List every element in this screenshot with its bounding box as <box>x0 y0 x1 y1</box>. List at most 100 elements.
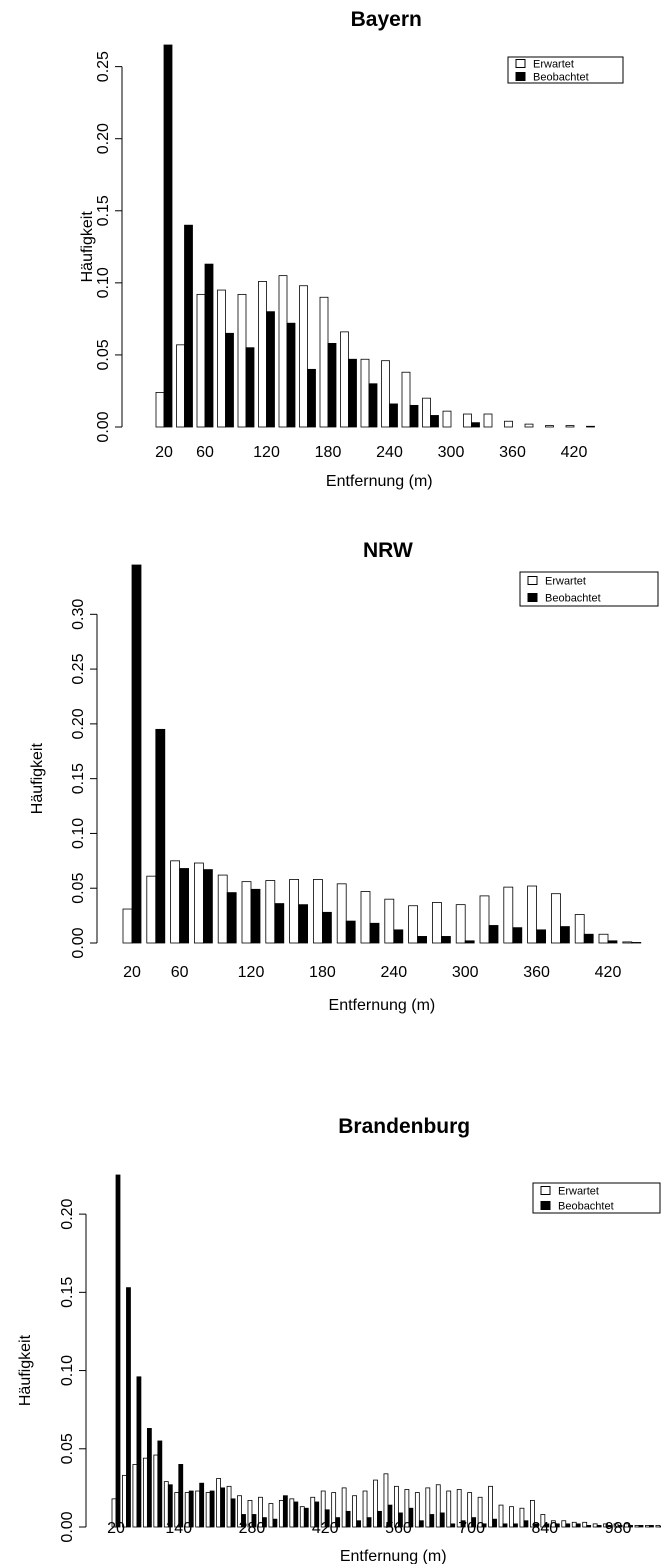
x-tick-label: 60 <box>171 964 189 981</box>
bar-beobachtet <box>126 1287 131 1528</box>
x-tick-label: 300 <box>438 444 465 461</box>
legend-label: Beobachtet <box>545 593 601 605</box>
bar-beobachtet <box>512 927 523 944</box>
x-tick-label: 20 <box>107 1520 125 1537</box>
bar-beobachtet <box>393 929 404 944</box>
y-axis-title: Häufigkeit <box>79 211 96 283</box>
y-tick-label: 0.30 <box>70 599 87 630</box>
bar-erwartet <box>477 1496 483 1528</box>
y-axis-title: Häufigkeit <box>17 1334 34 1406</box>
bar-erwartet <box>247 1500 253 1528</box>
x-tick-label: 420 <box>595 964 622 981</box>
bar-beobachtet <box>560 926 570 944</box>
bar-erwartet <box>340 331 349 428</box>
bar-erwartet <box>241 881 252 944</box>
bar-beobachtet <box>471 422 480 428</box>
y-tick-label: 0.00 <box>95 411 112 442</box>
bar-beobachtet <box>488 925 499 944</box>
bar-erwartet <box>362 1490 368 1528</box>
bar-beobachtet <box>408 1507 414 1528</box>
legend-swatch <box>515 72 526 81</box>
bar-erwartet <box>442 410 452 428</box>
bar-beobachtet <box>628 1525 633 1528</box>
bar-beobachtet <box>439 1512 445 1528</box>
bar-beobachtet <box>617 1525 623 1528</box>
bar-erwartet <box>540 1514 546 1528</box>
bar-erwartet <box>312 879 323 944</box>
bar-erwartet <box>196 293 206 428</box>
bar-erwartet <box>634 1525 640 1528</box>
x-tick-label: 360 <box>499 444 526 461</box>
bar-beobachtet <box>155 728 166 944</box>
bar-beobachtet <box>345 920 356 944</box>
bar-erwartet <box>530 1500 535 1528</box>
y-tick-label: 0.10 <box>95 267 112 298</box>
x-tick-label: 700 <box>458 1520 485 1537</box>
bar-erwartet <box>381 360 390 428</box>
bar-beobachtet <box>534 1523 539 1528</box>
x-tick-label: 20 <box>155 444 173 461</box>
bar-beobachtet <box>115 1174 121 1528</box>
legend-label: Erwartet <box>545 576 586 588</box>
bar-erwartet <box>598 933 609 944</box>
x-tick-label: 60 <box>196 444 214 461</box>
bar-beobachtet <box>387 1504 393 1528</box>
y-axis-title: Häufigkeit <box>29 743 46 815</box>
bar-beobachtet <box>596 1525 602 1528</box>
bar-beobachtet <box>492 1518 497 1528</box>
y-tick-label: 0.05 <box>70 873 87 904</box>
legend-label: Beobachtet <box>558 1201 614 1213</box>
bar-erwartet <box>258 1496 263 1528</box>
bar-beobachtet <box>565 1523 571 1528</box>
bar-erwartet <box>524 423 534 428</box>
chart-2: Brandenburg 0.00 0.05 0.10 0.15 0.20 Häufigkei… <box>17 1115 661 1564</box>
bar-erwartet <box>571 1521 577 1528</box>
legend-swatch <box>527 576 538 585</box>
bar-erwartet <box>373 1479 378 1528</box>
bar-erwartet <box>467 1492 473 1528</box>
bar-erwartet <box>414 1492 420 1528</box>
y-tick-label: 0.25 <box>95 51 112 82</box>
bar-erwartet <box>425 1487 431 1528</box>
x-axis-title: Entfernung (m) <box>329 997 436 1014</box>
bar-erwartet <box>394 1485 399 1528</box>
bar-beobachtet <box>327 342 337 428</box>
y-tick-label: 0.25 <box>70 653 87 684</box>
bar-erwartet <box>431 902 442 944</box>
bar-beobachtet <box>307 368 316 428</box>
legend: Erwartet Beobachtet <box>532 1182 661 1214</box>
bar-beobachtet <box>274 903 285 944</box>
bar-beobachtet <box>202 869 213 944</box>
legend-label: Erwartet <box>558 1186 599 1198</box>
bar-erwartet <box>446 1490 452 1528</box>
bar-erwartet <box>268 1503 274 1528</box>
bar-erwartet <box>237 1495 242 1528</box>
bar-beobachtet <box>226 892 237 944</box>
bar-erwartet <box>265 880 276 944</box>
chart-0: Bayern 0.00 0.05 0.10 0.15 0.20 0.25 Häufigkeit… <box>79 8 624 490</box>
x-tick-label: 240 <box>376 444 403 461</box>
x-tick-label: 240 <box>380 964 407 981</box>
y-tick-label: 0.05 <box>95 339 112 370</box>
chart-title: Bayern <box>351 8 422 31</box>
y-tick-label: 0.10 <box>59 1355 76 1386</box>
bar-erwartet <box>582 1521 588 1528</box>
x-axis-title: Entfernung (m) <box>340 1548 447 1564</box>
bar-erwartet <box>278 1500 284 1528</box>
bar-beobachtet <box>335 1517 341 1528</box>
legend-swatch <box>540 1186 551 1195</box>
bar-beobachtet <box>314 1501 320 1528</box>
bar-beobachtet <box>146 1428 152 1528</box>
bar-beobachtet <box>366 1517 372 1528</box>
chart-1: NRW 0.00 0.05 0.10 0.15 0.20 0.25 0.30 Häufigkei… <box>29 539 659 1014</box>
bar-beobachtet <box>368 383 378 428</box>
bar-beobachtet <box>345 1510 351 1528</box>
legend-swatch <box>515 59 526 68</box>
bar-erwartet <box>592 1523 598 1528</box>
x-tick-label: 180 <box>309 964 336 981</box>
bar-erwartet <box>483 413 493 428</box>
bar-erwartet <box>217 289 226 428</box>
y-tick-label: 0.00 <box>59 1511 76 1542</box>
y-tick-label: 0.05 <box>59 1433 76 1464</box>
bar-beobachtet <box>348 358 357 428</box>
